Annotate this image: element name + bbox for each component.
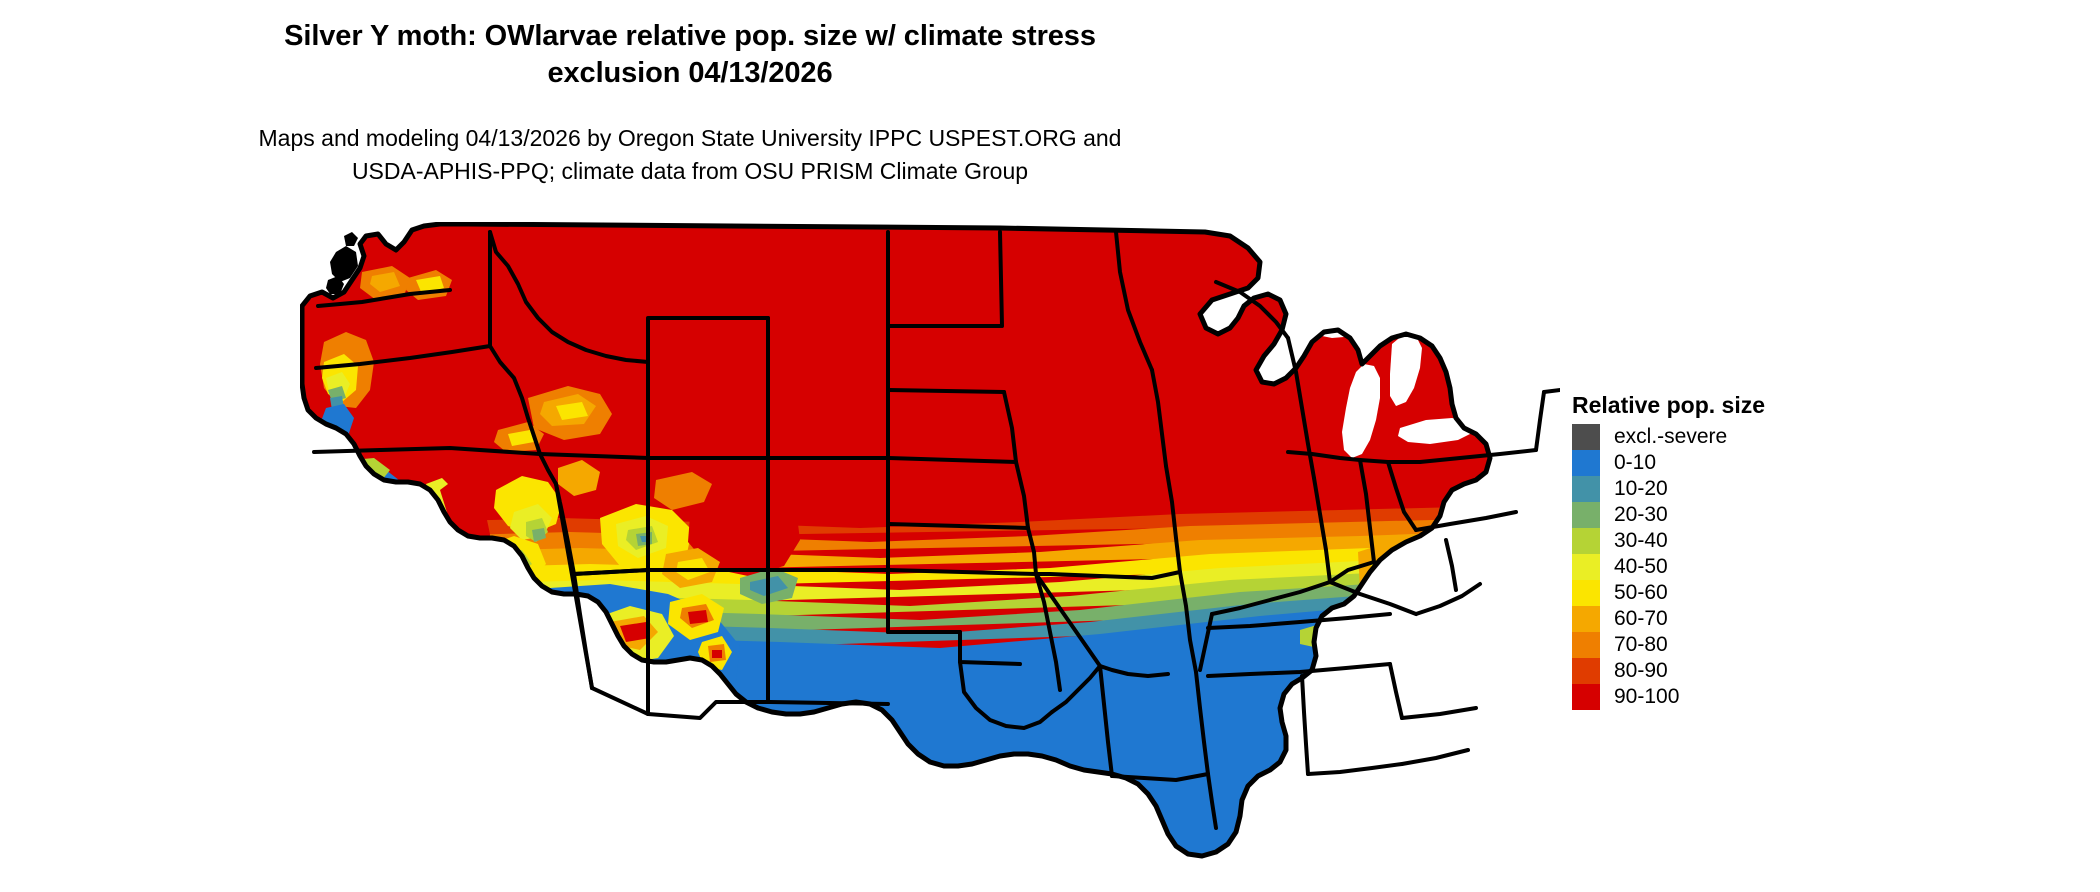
legend-entry-label: 80-90 — [1614, 659, 1668, 682]
legend-entry-label: 0-10 — [1614, 451, 1657, 474]
map-canvas — [300, 222, 1560, 859]
water-layer — [1304, 310, 1516, 600]
legend-title: Relative pop. size — [1572, 392, 1766, 418]
legend-entry: 70-80 — [1572, 632, 1872, 658]
legend-entry: excl.-severe — [1572, 424, 1872, 450]
legend-color-swatch — [1572, 554, 1600, 580]
legend-entry-label: excl.-severe — [1614, 425, 1728, 448]
legend-entry: 30-40 — [1572, 528, 1872, 554]
legend-entry: 80-90 — [1572, 658, 1872, 684]
legend-entry-label: 20-30 — [1614, 503, 1668, 526]
figure-title-line1: Silver Y moth: OWlarvae relative pop. si… — [284, 20, 1096, 52]
map-legend: Relative pop. size excl.-severe 0-10 10-20… — [1572, 392, 1872, 710]
legend-entry-label: 30-40 — [1614, 529, 1668, 552]
legend-color-swatch — [1572, 684, 1600, 710]
figure-subtitle-line2: USDA-APHIS-PPQ; climate data from OSU PR… — [351, 158, 1029, 184]
figure-title: Silver Y moth: OWlarvae relative pop. si… — [0, 18, 1380, 92]
legend-color-swatch — [1572, 450, 1600, 476]
legend-color-swatch — [1572, 658, 1600, 684]
legend-entry-label: 50-60 — [1614, 581, 1668, 604]
legend-color-swatch — [1572, 528, 1600, 554]
legend-color-swatch — [1572, 476, 1600, 502]
legend-entry-label: 40-50 — [1614, 555, 1668, 578]
legend-entry-label: 10-20 — [1614, 477, 1668, 500]
legend-entry-label: 90-100 — [1614, 685, 1680, 708]
legend-entry: 20-30 — [1572, 502, 1872, 528]
figure-subtitle: Maps and modeling 04/13/2026 by Oregon S… — [0, 122, 1380, 188]
legend-entry: 40-50 — [1572, 554, 1872, 580]
legend-color-swatch — [1572, 424, 1600, 450]
legend-entry: 0-10 — [1572, 450, 1872, 476]
us-choropleth-map — [300, 222, 1560, 882]
legend-color-swatch — [1572, 606, 1600, 632]
legend-entry: 90-100 — [1572, 684, 1872, 710]
legend-entry: 10-20 — [1572, 476, 1872, 502]
legend-entry-label: 60-70 — [1614, 607, 1668, 630]
conus-outline — [300, 222, 1493, 859]
legend-entry: 60-70 — [1572, 606, 1872, 632]
legend-entry-list: excl.-severe 0-10 10-20 20-30 30-40 40-50 50-6… — [1572, 424, 1872, 710]
figure-title-line2: exclusion 04/13/2026 — [547, 57, 833, 89]
legend-color-swatch — [1572, 502, 1600, 528]
legend-entry-label: 70-80 — [1614, 633, 1668, 656]
legend-entry: 50-60 — [1572, 580, 1872, 606]
figure-subtitle-line1: Maps and modeling 04/13/2026 by Oregon S… — [258, 125, 1122, 151]
legend-color-swatch — [1572, 632, 1600, 658]
puget-sound-detail — [326, 232, 358, 294]
legend-color-swatch — [1572, 580, 1600, 606]
